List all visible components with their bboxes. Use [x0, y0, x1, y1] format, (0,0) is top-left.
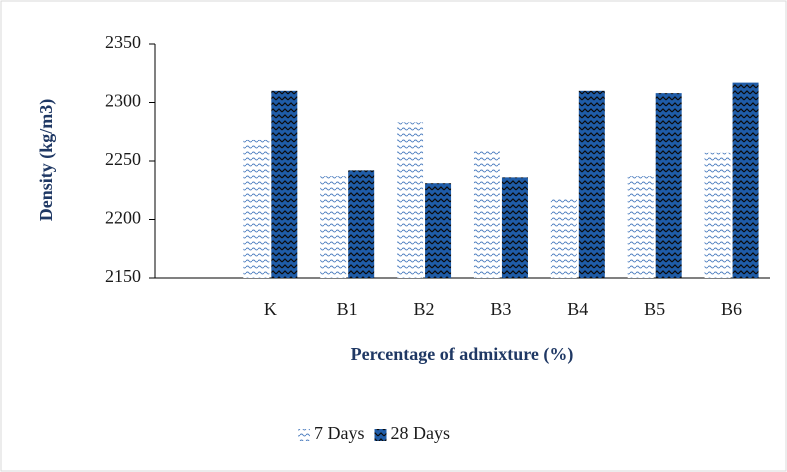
bar [425, 183, 452, 278]
bar [243, 139, 270, 278]
bar [348, 170, 375, 278]
x-tick-label: B1 [337, 299, 358, 319]
y-tick-label: 2150 [105, 266, 141, 286]
x-tick-label: B4 [567, 299, 588, 319]
bar [550, 198, 577, 278]
bar [627, 176, 654, 278]
bar [271, 90, 298, 278]
x-tick-label: B3 [490, 299, 511, 319]
y-tick-label: 2300 [105, 91, 141, 111]
y-tick-label: 2350 [105, 32, 141, 52]
y-axis-label: Density (kg/m3) [36, 99, 57, 222]
legend-swatch [298, 429, 310, 441]
bar [578, 90, 605, 278]
x-tick-label: B2 [414, 299, 435, 319]
bar [501, 177, 528, 278]
bar [655, 93, 682, 278]
x-tick-label: B6 [721, 299, 742, 319]
bar [704, 152, 731, 278]
x-axis-label: Percentage of admixture (%) [351, 344, 574, 365]
x-tick-label: K [264, 299, 277, 319]
legend-label: 28 Days [391, 423, 451, 443]
legend-swatch [374, 429, 387, 441]
bar [320, 176, 347, 278]
bar [473, 150, 500, 278]
y-tick-label: 2250 [105, 149, 141, 169]
y-tick-label: 2200 [105, 208, 141, 228]
bar [397, 122, 424, 278]
x-tick-label: B5 [644, 299, 665, 319]
bar [732, 82, 759, 278]
legend-label: 7 Days [314, 423, 365, 443]
